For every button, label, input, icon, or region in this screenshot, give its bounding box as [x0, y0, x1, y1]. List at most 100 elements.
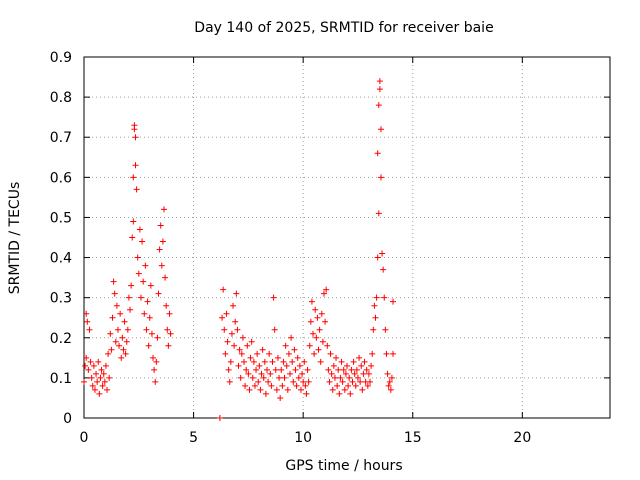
- data-point: [377, 174, 384, 181]
- data-point: [358, 362, 365, 369]
- x-tick-label: 10: [294, 430, 312, 446]
- data-point: [259, 346, 266, 353]
- data-point: [83, 310, 90, 317]
- data-point: [367, 378, 374, 385]
- data-point: [264, 366, 271, 373]
- data-point: [354, 374, 361, 381]
- data-point: [262, 390, 269, 397]
- data-point: [105, 350, 112, 357]
- data-point: [216, 415, 223, 421]
- data-point: [238, 350, 245, 357]
- data-point: [375, 102, 382, 109]
- data-point: [310, 330, 317, 337]
- data-point: [153, 358, 160, 365]
- data-point: [235, 362, 242, 369]
- data-point: [300, 378, 307, 385]
- data-point: [287, 370, 294, 377]
- data-point: [311, 350, 318, 357]
- data-point: [167, 330, 174, 337]
- data-point: [107, 330, 114, 337]
- x-tick-label: 5: [189, 430, 198, 446]
- data-point: [353, 366, 360, 373]
- data-point: [122, 350, 129, 357]
- data-point: [100, 370, 107, 377]
- data-point: [137, 294, 144, 301]
- data-point: [351, 370, 358, 377]
- data-point: [221, 326, 228, 333]
- data-point: [369, 350, 376, 357]
- data-point: [145, 342, 152, 349]
- data-point: [246, 386, 253, 393]
- data-point: [313, 334, 320, 341]
- data-point: [336, 390, 343, 397]
- data-point: [129, 234, 136, 241]
- data-point: [390, 298, 397, 305]
- data-point: [224, 338, 231, 345]
- data-point: [244, 342, 251, 349]
- data-point: [359, 386, 366, 393]
- x-tick-label: 0: [80, 430, 89, 446]
- data-point: [255, 378, 262, 385]
- data-point: [132, 134, 139, 141]
- data-point: [327, 350, 334, 357]
- data-point: [294, 354, 301, 361]
- data-point: [87, 358, 94, 365]
- y-tick-label: 0.7: [50, 130, 72, 146]
- data-point: [109, 314, 116, 321]
- data-point: [381, 294, 388, 301]
- y-axis-label: SRMTID / TECUs: [7, 182, 23, 295]
- data-point: [141, 310, 148, 317]
- data-point: [117, 310, 124, 317]
- data-point: [320, 290, 327, 297]
- data-point: [127, 306, 134, 313]
- data-point: [339, 378, 346, 385]
- data-point: [322, 318, 329, 325]
- data-point: [151, 366, 158, 373]
- data-point: [134, 254, 141, 261]
- data-point: [282, 342, 289, 349]
- data-point: [91, 386, 98, 393]
- data-point: [347, 390, 354, 397]
- y-tick-label: 0: [63, 411, 72, 427]
- data-point: [272, 366, 279, 373]
- data-point: [375, 210, 382, 217]
- data-point: [293, 382, 300, 389]
- data-point: [328, 370, 335, 377]
- data-point: [279, 382, 286, 389]
- data-point: [363, 366, 370, 373]
- data-point: [371, 302, 378, 309]
- data-point: [111, 290, 118, 297]
- data-point: [139, 238, 146, 245]
- data-point: [387, 386, 394, 393]
- data-point: [319, 338, 326, 345]
- data-point: [376, 86, 383, 93]
- data-point: [306, 342, 313, 349]
- data-point: [104, 386, 111, 393]
- plot-frame: [83, 56, 611, 419]
- data-point: [135, 270, 142, 277]
- data-point: [113, 302, 120, 309]
- data-point: [281, 374, 288, 381]
- data-point: [108, 346, 115, 353]
- data-point: [233, 290, 240, 297]
- data-point: [140, 278, 147, 285]
- data-point: [249, 374, 256, 381]
- data-point: [365, 370, 372, 377]
- data-point: [125, 294, 132, 301]
- data-point: [314, 314, 321, 321]
- data-point: [120, 346, 127, 353]
- data-point: [228, 330, 235, 337]
- data-point: [165, 342, 172, 349]
- data-point: [112, 338, 119, 345]
- data-point: [346, 374, 353, 381]
- data-point: [265, 378, 272, 385]
- data-point: [256, 362, 263, 369]
- data-point: [268, 382, 275, 389]
- data-point: [99, 382, 106, 389]
- data-point: [146, 314, 153, 321]
- y-tick-label: 0.6: [50, 170, 72, 186]
- data-point: [254, 350, 261, 357]
- data-point: [159, 238, 166, 245]
- y-tick-label: 0.5: [50, 210, 72, 226]
